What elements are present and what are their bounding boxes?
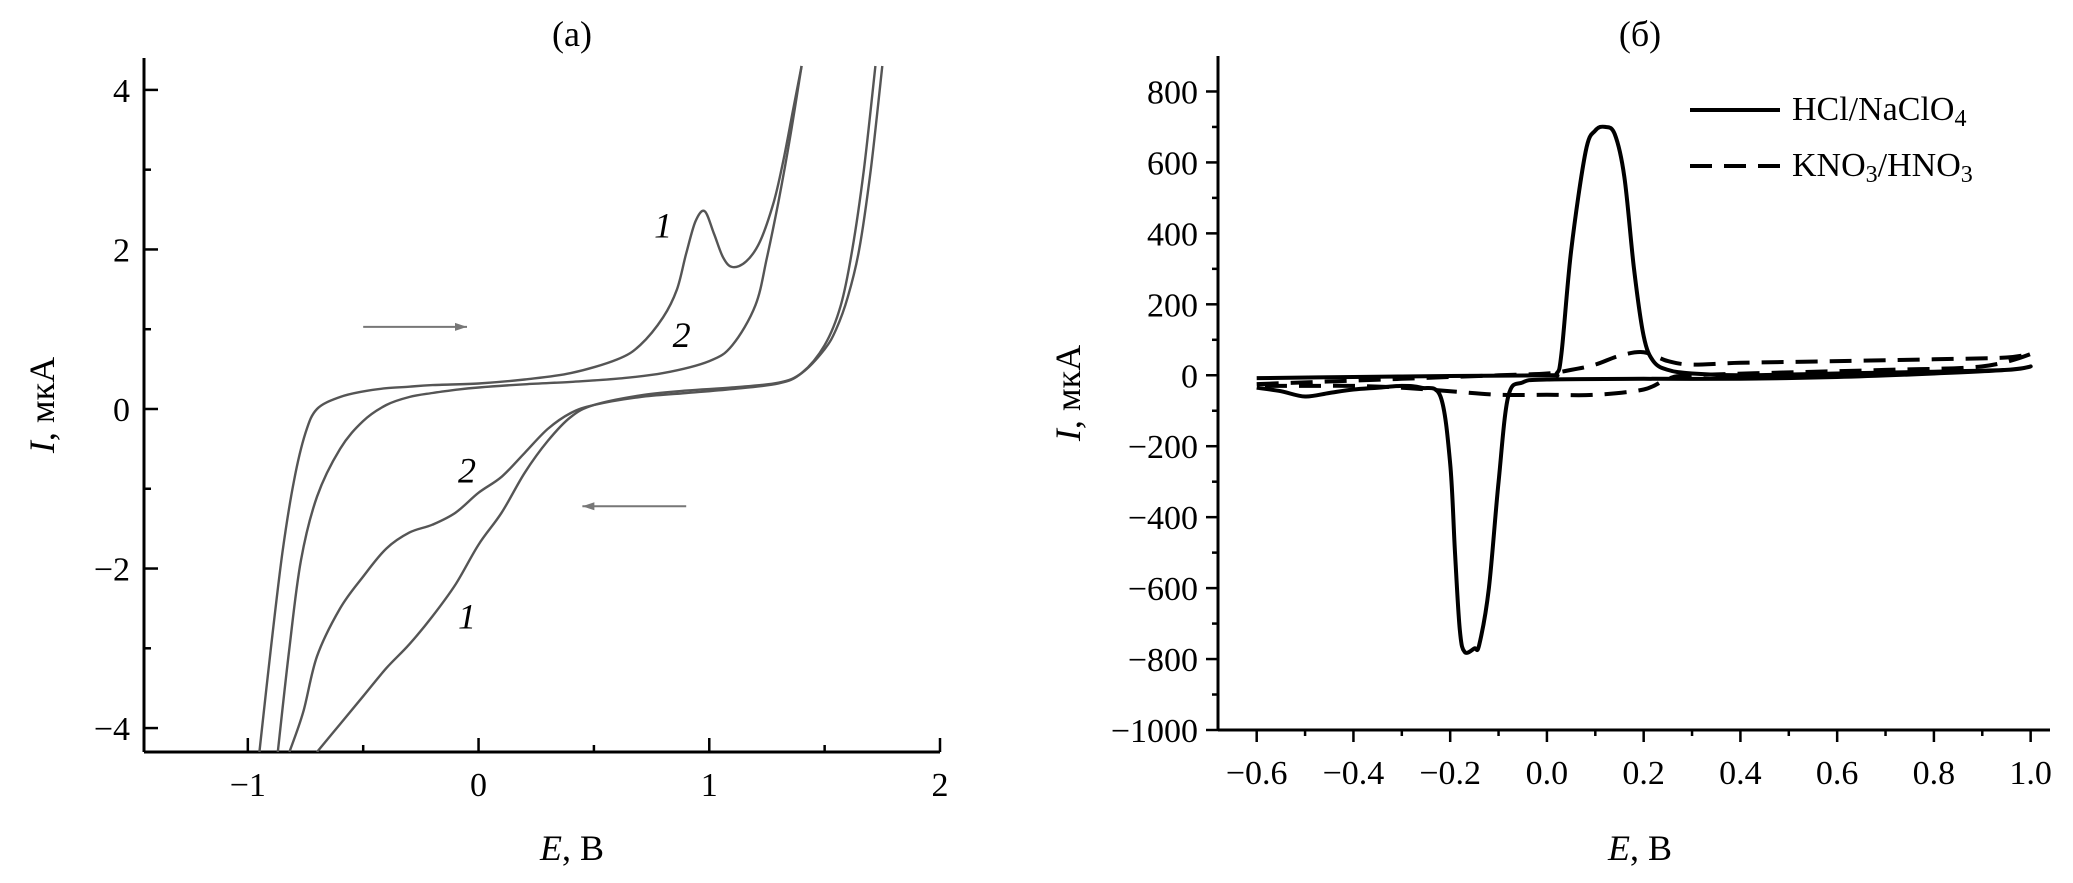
panel-a-arrowhead [455,322,468,331]
panel-a-curve-number-label: 2 [673,315,691,355]
panel-b-x-tick-label: −0.2 [1419,755,1481,792]
panel-b-chart: −0.6 −0.4 −0.2 0.0 0.2 0.4 0.6 0.8 1.0 −1000 −800 −… [1048,14,2052,868]
panel-a-curve-number-label: 1 [654,205,672,245]
panel-b-y-tick-label: 800 [1147,74,1198,111]
panel-a-x-axis-label: E, В [539,828,604,868]
panel-b-x-axis-label-unit: , В [1630,828,1672,868]
panel-b-y-axis-label-unit: , мкА [1048,345,1088,429]
panel-a-y-axis-label-unit: , мкА [22,357,62,441]
panel-a-y-axis-label-variable: I [22,439,62,454]
panel-b-x-tick-label: 0.8 [1913,755,1956,792]
panel-a-y-axis-label: I, мкА [22,357,62,454]
panel-b-y-tick-label: 200 [1147,287,1198,324]
panel-a-x-axis-label-variable: E [539,828,562,868]
panel-b-series-hcl-naclo4 [1256,124,2033,655]
panel-b-x-tick-label: 0.0 [1526,755,1569,792]
panel-a-curve-number-label: 1 [458,596,476,636]
panel-b-y-tick-label: −200 [1128,429,1198,466]
panel-a-x-tick-label: 2 [932,767,949,804]
panel-a-arrowhead [582,502,595,511]
panel-b-series-kno3-hno3 [1256,350,2034,398]
panel-b-x-tick-label: −0.4 [1323,755,1385,792]
panel-a-y-tick-label: 2 [113,232,130,269]
panel-a-curve-2-forward [276,65,803,752]
panel-a-curve-1-forward [258,65,803,752]
panel-b-legend-label: KNO3/HNO3 [1792,147,1973,188]
panel-b-x-tick-label: 0.6 [1816,755,1859,792]
panel-a-x-tick-label: 0 [470,767,487,804]
panel-b-y-tick-label: 400 [1147,216,1198,253]
panel-a-y-tick-label: −4 [94,711,130,748]
panel-b-y-tick-label: −800 [1128,642,1198,679]
panel-b-x-tick-label: 0.4 [1719,755,1762,792]
panel-b-y-tick-label: −1000 [1111,713,1198,750]
panel-b-y-tick-label: 600 [1147,145,1198,182]
panel-b-x-tick-label: −0.6 [1226,755,1288,792]
panel-a-curve-1-reverse [316,65,884,752]
panel-a-y-tick-label: 0 [113,392,130,429]
panel-a-curve-2-reverse [288,65,877,752]
panel-b-x-axis-label: E, В [1607,828,1672,868]
panel-a-y-tick-label: 4 [113,73,130,110]
panel-b-y-tick-label: −400 [1128,500,1198,537]
panel-a-x-axis-label-unit: , В [562,828,604,868]
panel-b-y-axis-label: I, мкА [1048,345,1088,442]
panel-b-x-axis-label-variable: E [1607,828,1630,868]
panel-b-legend: HCl/NaClO4 KNO3/HNO3 [1690,91,1973,188]
panel-a-label: (a) [552,14,592,54]
panel-a-curve-number-label: 2 [458,450,476,490]
panel-b-y-tick-label: 0 [1181,358,1198,395]
panel-b-x-tick-label: 0.2 [1622,755,1665,792]
panel-a-y-tick-label: −2 [94,552,130,589]
panel-b-x-tick-label: 1.0 [2009,755,2052,792]
panel-a-x-tick-label: −1 [230,767,266,804]
panel-b-y-axis-label-variable: I [1048,427,1088,442]
panel-b-legend-label: HCl/NaClO4 [1792,91,1966,132]
panel-b-label: (б) [1619,14,1661,54]
panel-a-chart: −1 0 1 2 −4 −2 0 2 4 (a) E, В I, мкА 1 2 2 1 [22,14,949,868]
panel-b-y-tick-label: −600 [1128,571,1198,608]
panel-a-x-tick-label: 1 [701,767,718,804]
